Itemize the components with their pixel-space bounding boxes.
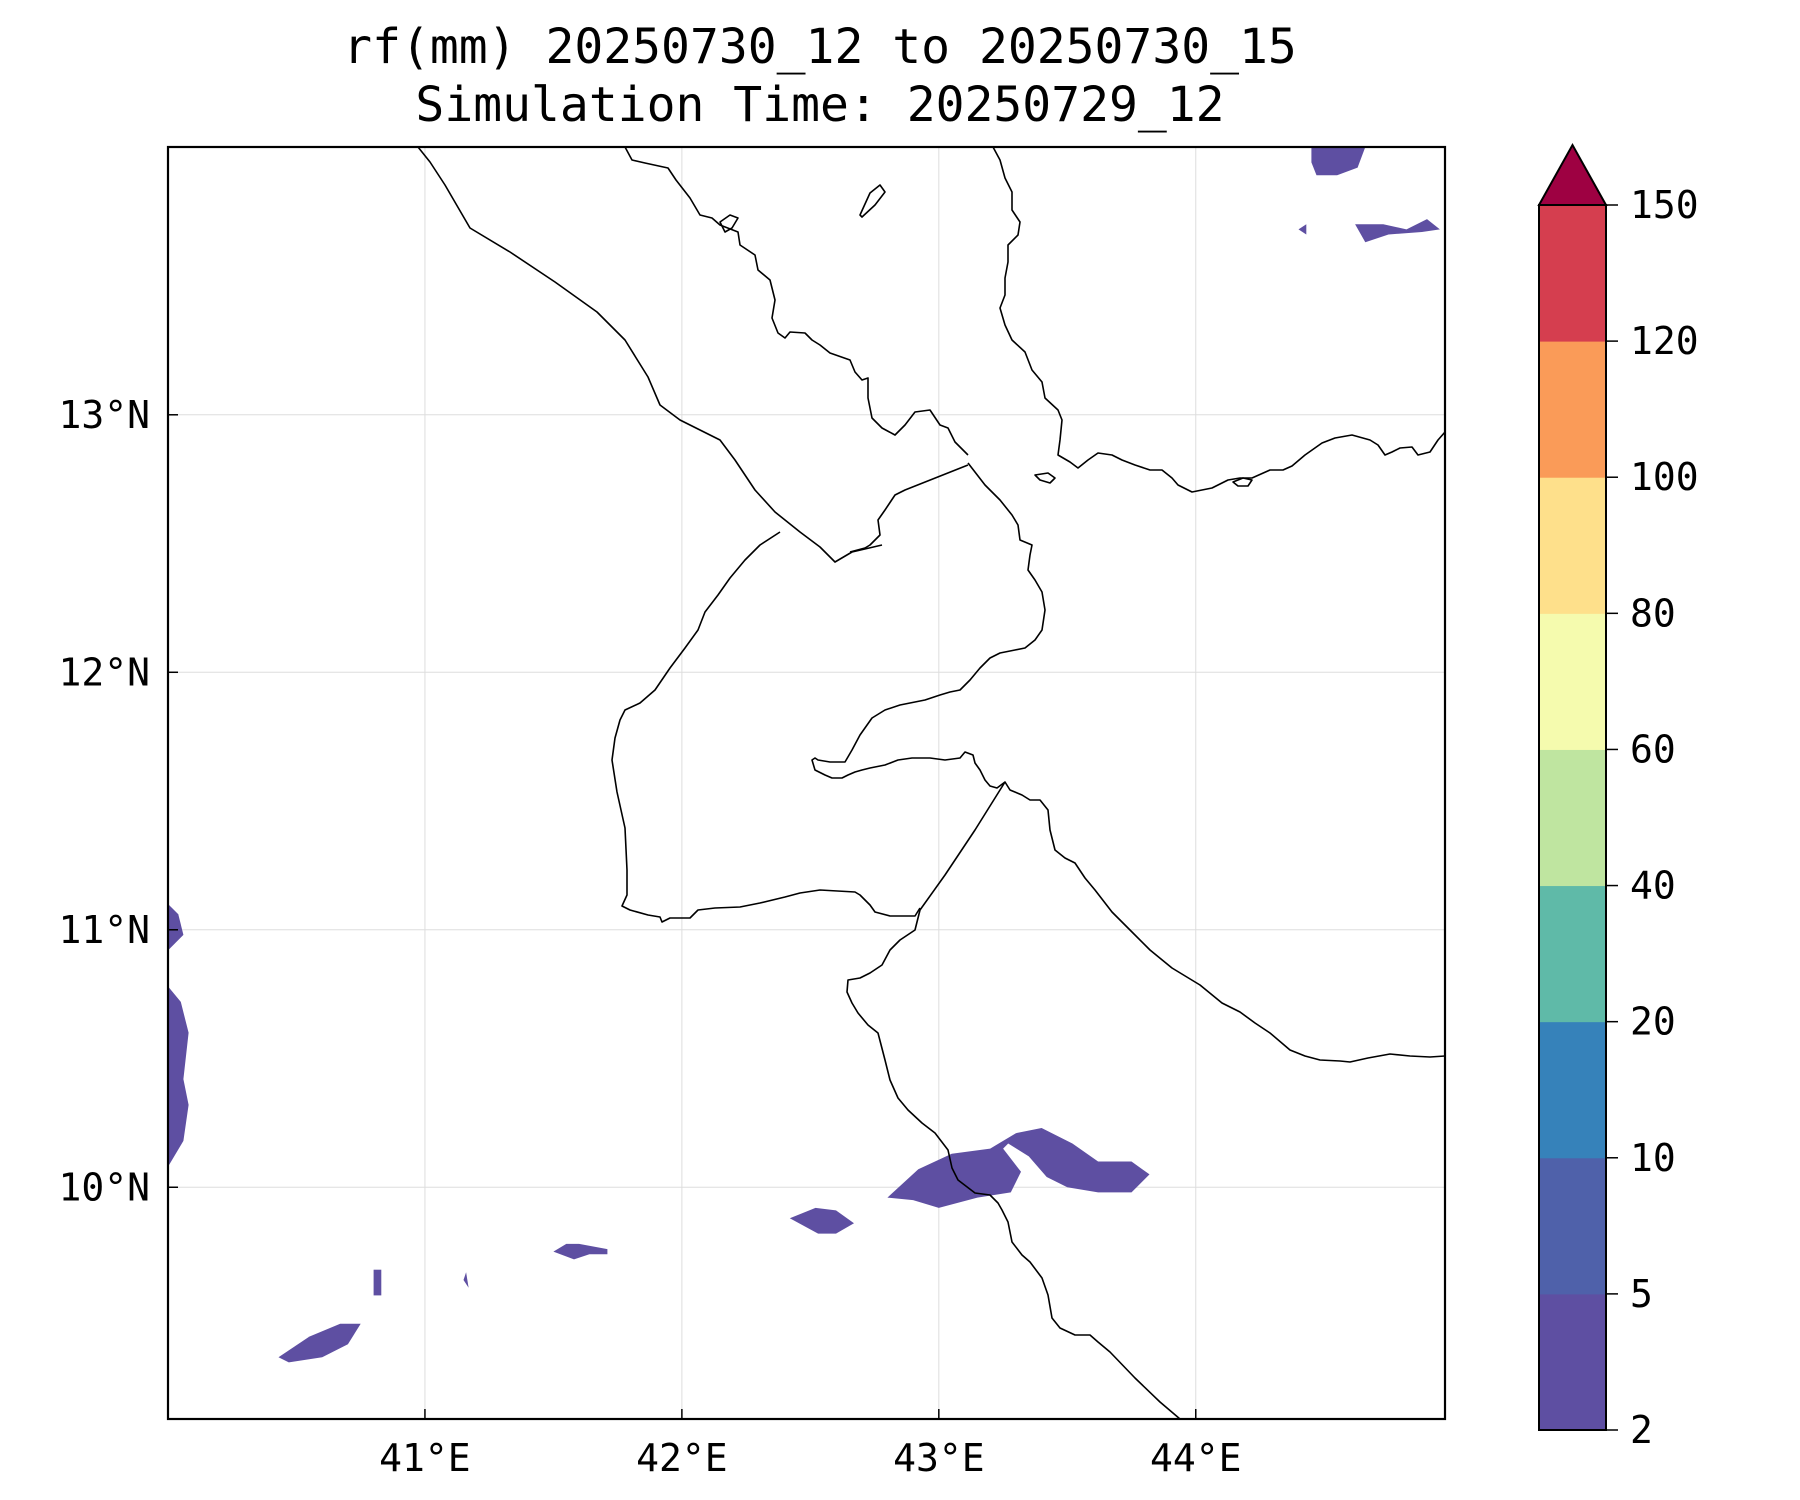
colorbar-segment-60 <box>1539 613 1606 750</box>
colorbar-label-60: 60 <box>1630 727 1676 771</box>
island-hanish <box>859 184 886 218</box>
rain-area-2 <box>278 1323 361 1363</box>
rain-area-0 <box>168 904 184 951</box>
rain-area-5 <box>553 1243 608 1260</box>
colorbar-label-5: 5 <box>1630 1272 1653 1316</box>
map-frame <box>166 145 1447 1421</box>
colorbar: 2 5 10 20 40 60 80 100 120 150 <box>1537 142 1699 1452</box>
rain-area-1 <box>168 986 189 1167</box>
colorbar-extend-max <box>1537 142 1608 206</box>
border-djibouti-ethiopia <box>611 531 921 923</box>
coastlines-and-borders <box>417 147 1445 1419</box>
rain-area-3 <box>373 1269 382 1296</box>
colorbar-label-150: 150 <box>1630 183 1699 227</box>
map-title: rf(mm) 20250730_12 to 20250730_15 Simula… <box>0 18 1640 134</box>
colorbar-segment-100 <box>1539 341 1606 478</box>
rain-area-6 <box>789 1207 854 1234</box>
latitude-ticks: 10°N 11°N 12°N 13°N <box>58 393 178 1209</box>
longitude-ticks: 41°E 42°E 43°E 44°E <box>379 1409 1242 1480</box>
colorbar-segment-20 <box>1539 885 1606 1023</box>
colorbar-segment-80 <box>1539 477 1606 614</box>
colorbar-frame <box>1538 204 1607 1431</box>
colorbar-segment-120 <box>1539 205 1606 342</box>
colorbar-label-2: 2 <box>1630 1408 1653 1452</box>
lat-tick-label-1: 11°N <box>58 908 150 952</box>
lat-tick-label-0: 10°N <box>58 1165 150 1209</box>
coastline-western <box>417 147 883 563</box>
lat-tick-label-3: 13°N <box>58 393 150 437</box>
colorbar-segment-10 <box>1539 1021 1606 1159</box>
title-line-1: rf(mm) 20250730_12 to 20250730_15 <box>343 19 1297 75</box>
rain-area-10 <box>1355 219 1440 243</box>
rain-area-8 <box>1311 147 1366 176</box>
rain-area-4 <box>463 1272 469 1288</box>
colorbar-label-40: 40 <box>1630 864 1676 908</box>
lon-tick-label-3: 44°E <box>1150 1436 1242 1480</box>
coastline-djibouti <box>811 462 1445 1063</box>
island-perim <box>1034 472 1056 484</box>
rain-areas <box>168 147 1440 1363</box>
lon-tick-label-1: 42°E <box>636 1436 728 1480</box>
coastline-eritrea <box>598 147 969 456</box>
colorbar-label-120: 120 <box>1630 319 1699 363</box>
island-dahlak <box>719 214 739 233</box>
lat-tick-label-2: 12°N <box>58 650 150 694</box>
rain-area-9 <box>1298 224 1307 235</box>
border-djibouti-somaliland <box>846 781 1181 1419</box>
lon-tick-label-0: 41°E <box>379 1436 471 1480</box>
lon-tick-label-2: 43°E <box>893 1436 985 1480</box>
border-eritrea-djibouti <box>849 464 969 553</box>
colorbar-segment-2 <box>1539 1293 1606 1431</box>
colorbar-segment-5 <box>1539 1157 1606 1295</box>
rain-area-7 <box>887 1128 1150 1208</box>
colorbar-label-100: 100 <box>1630 455 1699 499</box>
colorbar-segment-40 <box>1539 749 1606 887</box>
title-line-2: Simulation Time: 20250729_12 <box>415 77 1225 133</box>
colorbar-label-80: 80 <box>1630 591 1676 635</box>
coastline-yemen-inlet <box>1232 477 1253 487</box>
colorbar-label-20: 20 <box>1630 1000 1676 1044</box>
gridlines <box>168 147 1445 1419</box>
coastline-yemen <box>992 147 1445 493</box>
colorbar-label-10: 10 <box>1630 1136 1676 1180</box>
